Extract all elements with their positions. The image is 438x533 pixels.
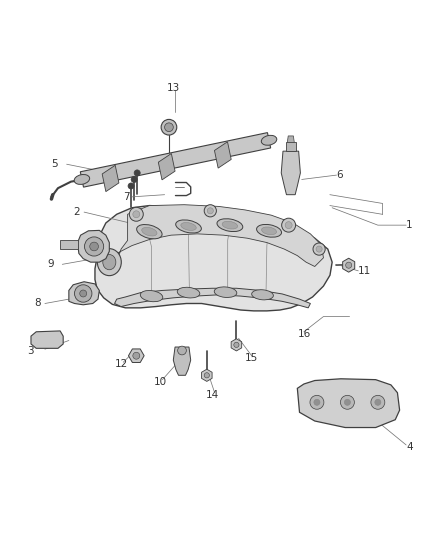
Circle shape	[204, 205, 216, 217]
Circle shape	[90, 242, 99, 251]
Ellipse shape	[103, 255, 116, 270]
Circle shape	[234, 342, 239, 348]
Circle shape	[313, 243, 325, 255]
Circle shape	[375, 399, 381, 405]
Polygon shape	[128, 349, 144, 362]
Polygon shape	[281, 151, 300, 195]
Polygon shape	[287, 136, 294, 142]
Circle shape	[128, 183, 134, 189]
Polygon shape	[297, 379, 399, 427]
Text: 4: 4	[406, 442, 413, 452]
Text: 3: 3	[28, 346, 34, 357]
Ellipse shape	[74, 174, 90, 184]
Circle shape	[310, 395, 324, 409]
Circle shape	[85, 237, 104, 256]
Ellipse shape	[142, 228, 157, 236]
Polygon shape	[31, 331, 63, 349]
Polygon shape	[110, 205, 323, 271]
Ellipse shape	[176, 220, 201, 233]
Ellipse shape	[97, 249, 121, 276]
Text: 12: 12	[115, 359, 128, 369]
Ellipse shape	[261, 227, 276, 235]
Ellipse shape	[217, 219, 243, 231]
Circle shape	[316, 246, 322, 252]
Circle shape	[133, 352, 140, 359]
Circle shape	[74, 285, 92, 302]
Circle shape	[371, 395, 385, 409]
Ellipse shape	[222, 221, 238, 229]
Circle shape	[282, 218, 296, 232]
Polygon shape	[102, 165, 119, 191]
Polygon shape	[215, 142, 231, 168]
Polygon shape	[201, 369, 212, 382]
Circle shape	[204, 373, 209, 378]
Text: 14: 14	[206, 390, 219, 400]
Ellipse shape	[137, 224, 162, 239]
Text: 11: 11	[358, 266, 371, 276]
Ellipse shape	[140, 290, 163, 302]
Ellipse shape	[214, 287, 237, 297]
Text: 10: 10	[154, 377, 167, 387]
Polygon shape	[115, 288, 311, 308]
Polygon shape	[173, 347, 191, 375]
Text: 16: 16	[297, 329, 311, 339]
Circle shape	[314, 399, 320, 405]
Circle shape	[134, 170, 140, 176]
Circle shape	[131, 176, 137, 182]
Ellipse shape	[257, 224, 282, 237]
Circle shape	[129, 207, 143, 221]
Ellipse shape	[177, 287, 200, 298]
Text: 7: 7	[123, 192, 130, 202]
Circle shape	[285, 222, 292, 229]
Polygon shape	[343, 258, 355, 272]
Text: 6: 6	[336, 170, 343, 180]
Circle shape	[346, 262, 352, 268]
Circle shape	[80, 290, 87, 297]
Polygon shape	[158, 154, 175, 180]
Ellipse shape	[261, 135, 277, 145]
Polygon shape	[95, 206, 332, 311]
Ellipse shape	[252, 290, 273, 300]
Circle shape	[133, 211, 140, 218]
Text: 1: 1	[406, 220, 413, 230]
FancyBboxPatch shape	[60, 239, 78, 249]
Polygon shape	[69, 282, 99, 305]
Text: 9: 9	[47, 260, 53, 269]
Circle shape	[344, 399, 350, 405]
Polygon shape	[80, 133, 271, 187]
Text: 13: 13	[167, 83, 180, 93]
Text: 15: 15	[245, 353, 258, 363]
Circle shape	[178, 346, 186, 355]
Text: 2: 2	[73, 207, 80, 217]
Polygon shape	[78, 230, 110, 262]
Circle shape	[340, 395, 354, 409]
Circle shape	[207, 208, 213, 214]
Polygon shape	[231, 339, 242, 351]
Text: 8: 8	[34, 298, 41, 309]
Text: 5: 5	[51, 159, 58, 169]
Circle shape	[165, 123, 173, 132]
Circle shape	[161, 119, 177, 135]
FancyBboxPatch shape	[286, 142, 296, 151]
Ellipse shape	[181, 223, 196, 230]
